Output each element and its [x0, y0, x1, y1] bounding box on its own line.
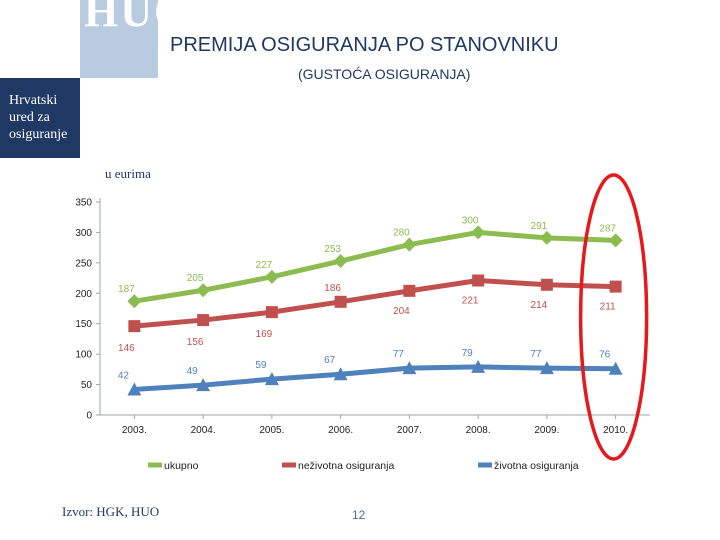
x-tick-label: 2010.	[603, 425, 628, 436]
y-tick-label: 250	[75, 258, 92, 269]
data-label: 287	[599, 223, 616, 234]
y-tick-label: 200	[75, 289, 92, 300]
org-name-line-2: ured za	[9, 110, 50, 125]
data-point-zivotna	[333, 367, 348, 381]
data-label: 291	[531, 221, 548, 232]
data-label: 49	[187, 366, 199, 377]
data-point-zivotna	[471, 359, 486, 373]
series-line-1	[134, 278, 616, 329]
data-point-nezivotna	[403, 284, 416, 297]
series-line-0	[133, 229, 616, 304]
data-point-nezivotna	[472, 274, 485, 287]
x-tick-label: 2005.	[259, 425, 284, 436]
data-point-nezivotna	[540, 278, 553, 291]
legend-label: životna osiguranja	[494, 460, 579, 472]
data-point-zivotna	[608, 361, 623, 375]
data-label: 300	[462, 215, 479, 226]
x-tick-label: 2004.	[191, 425, 216, 436]
data-point-nezivotna	[128, 320, 141, 333]
logo-text: HUO	[84, 0, 191, 36]
org-name-box: Hrvatski ured za osiguranje	[0, 78, 80, 158]
data-label: 253	[324, 244, 341, 255]
source-note: Izvor: HGK, HUO	[62, 504, 160, 519]
x-tick-label: 2009.	[534, 425, 559, 436]
data-label: 76	[599, 350, 611, 361]
data-label: 156	[187, 337, 204, 348]
y-tick-label: 150	[75, 319, 92, 330]
data-point-ukupno	[539, 230, 554, 245]
data-point-ukupno	[127, 294, 142, 309]
data-label: 169	[256, 329, 273, 340]
series-line-2	[134, 364, 616, 392]
data-label: 42	[118, 370, 130, 381]
legend-label: neživotna osiguranja	[298, 460, 394, 472]
y-tick-label: 100	[75, 350, 92, 361]
data-label: 146	[118, 343, 135, 354]
data-label: 59	[255, 360, 267, 371]
data-point-ukupno	[608, 233, 623, 248]
data-label: 280	[393, 228, 410, 239]
data-label: 67	[324, 355, 336, 366]
data-point-zivotna	[402, 361, 417, 375]
data-point-ukupno	[264, 269, 279, 284]
data-point-nezivotna	[197, 314, 210, 327]
data-point-ukupno	[471, 225, 486, 240]
x-tick-label: 2008.	[466, 425, 491, 436]
chart-title: PREMIJA OSIGURANJA PO STANOVNIKU	[170, 34, 559, 56]
org-name-line-1: Hrvatski	[9, 93, 58, 108]
data-point-zivotna	[264, 372, 279, 386]
data-label: 187	[118, 284, 135, 295]
data-point-zivotna	[539, 361, 554, 375]
data-point-zivotna	[196, 378, 211, 392]
data-point-ukupno	[333, 254, 348, 269]
data-label: 227	[256, 260, 273, 271]
page-number: 12	[352, 508, 366, 522]
data-label: 205	[187, 273, 204, 284]
data-point-nezivotna	[334, 295, 347, 308]
org-name-line-3: osiguranje	[9, 127, 68, 142]
data-point-nezivotna	[265, 306, 278, 319]
data-point-nezivotna	[609, 280, 622, 293]
legend-label: ukupno	[164, 460, 199, 472]
highlight-ellipse	[578, 173, 649, 461]
data-label: 77	[393, 349, 405, 360]
data-label: 204	[393, 306, 410, 317]
y-tick-label: 300	[75, 228, 92, 239]
y-tick-label: 50	[81, 380, 93, 391]
x-tick-label: 2006.	[328, 425, 353, 436]
huo-logo: HUO	[80, 0, 188, 78]
y-tick-label: 0	[86, 411, 92, 422]
chart-subtitle: (GUSTOĆA OSIGURANJA)	[298, 66, 471, 82]
data-label: 221	[462, 296, 479, 307]
unit-label: u eurima	[105, 166, 151, 181]
data-label: 186	[324, 283, 341, 294]
y-tick-label: 350	[75, 198, 92, 209]
data-label: 79	[462, 348, 474, 359]
data-label: 214	[531, 300, 548, 311]
data-point-zivotna	[127, 382, 142, 396]
data-point-ukupno	[196, 283, 211, 298]
data-point-ukupno	[402, 237, 417, 252]
data-label: 211	[600, 302, 616, 313]
data-label: 77	[530, 349, 542, 360]
x-tick-label: 2003.	[122, 425, 147, 436]
x-tick-label: 2007.	[397, 425, 422, 436]
